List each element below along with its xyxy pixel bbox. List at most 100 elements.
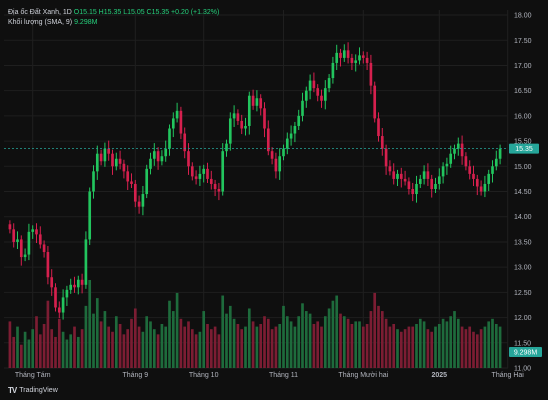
candle-body bbox=[80, 279, 84, 285]
candle-body bbox=[293, 125, 297, 134]
candle-body bbox=[209, 178, 213, 184]
volume-bar bbox=[168, 300, 171, 368]
volume-bar bbox=[84, 305, 88, 368]
volume-bar bbox=[403, 329, 407, 368]
volume-bar bbox=[464, 329, 468, 368]
candle-body bbox=[160, 156, 164, 162]
volume-bar bbox=[103, 311, 107, 368]
volume-value: 9.298M bbox=[74, 19, 98, 26]
volume-bar bbox=[430, 331, 434, 368]
candle-body bbox=[339, 52, 342, 58]
candle-body bbox=[327, 78, 331, 89]
tradingview-name: TradingView bbox=[19, 387, 58, 394]
candle-body bbox=[65, 289, 69, 298]
date-tick-label: 2025 bbox=[432, 372, 448, 379]
candle-body bbox=[434, 183, 437, 189]
volume-bar bbox=[483, 326, 487, 368]
candle-body bbox=[111, 153, 114, 167]
candle-body bbox=[456, 143, 460, 149]
candle-body bbox=[289, 133, 293, 139]
volume-bar bbox=[472, 331, 475, 368]
date-tick-label: Tháng 10 bbox=[189, 372, 219, 379]
candle-body bbox=[350, 57, 354, 63]
volume-bar bbox=[259, 324, 263, 368]
candle-body bbox=[23, 254, 27, 258]
candle-body bbox=[255, 98, 259, 106]
candle-body bbox=[418, 178, 422, 184]
candle-body bbox=[130, 181, 133, 184]
candle-body bbox=[323, 88, 327, 101]
candle-body bbox=[95, 153, 99, 172]
volume-bar bbox=[377, 305, 380, 368]
date-tick-label: Tháng 11 bbox=[269, 372, 298, 379]
volume-bar bbox=[278, 324, 282, 368]
volume-bar bbox=[350, 324, 354, 368]
price-tick-label: 14.00 bbox=[514, 214, 532, 221]
last-volume-badge bbox=[509, 347, 542, 357]
price-tick-label: 17.00 bbox=[514, 63, 532, 70]
volume-bar bbox=[445, 321, 449, 368]
candle-body bbox=[460, 143, 464, 157]
volume-bar bbox=[255, 326, 259, 368]
volume-bar bbox=[418, 318, 422, 368]
volume-bar bbox=[453, 311, 456, 368]
candle-body bbox=[8, 224, 12, 230]
volume-bar bbox=[209, 329, 213, 368]
candle-body bbox=[194, 176, 198, 179]
candle-body bbox=[399, 173, 403, 179]
candle-body bbox=[449, 153, 453, 164]
volume-bar bbox=[236, 324, 240, 368]
candle-body bbox=[331, 62, 335, 79]
candle-body bbox=[354, 60, 358, 63]
candle-body bbox=[464, 156, 468, 167]
candle-body bbox=[244, 125, 247, 129]
tradingview-brand[interactable]: TV TradingView bbox=[8, 386, 58, 395]
candle-body bbox=[236, 113, 240, 121]
volume-bar bbox=[346, 318, 350, 368]
volume-bar bbox=[468, 326, 472, 368]
candle-body bbox=[145, 168, 149, 195]
volume-bar bbox=[80, 329, 84, 368]
candle-body bbox=[479, 186, 483, 192]
price-tick-label: 18.00 bbox=[514, 13, 532, 20]
candle-body bbox=[301, 100, 304, 116]
volume-bar bbox=[42, 324, 46, 368]
date-tick-label: Tháng Mười hai bbox=[338, 372, 388, 379]
candle-body bbox=[118, 158, 122, 164]
candle-body bbox=[164, 148, 168, 157]
volume-bar bbox=[460, 326, 464, 368]
candle-body bbox=[361, 55, 365, 58]
candle-body bbox=[308, 80, 312, 91]
volume-bar bbox=[228, 305, 232, 368]
candle-body bbox=[278, 156, 282, 172]
candle-body bbox=[247, 95, 251, 126]
volume-bar bbox=[304, 311, 308, 368]
volume-bar bbox=[95, 298, 99, 368]
volume-bar bbox=[498, 326, 502, 368]
candle-body bbox=[285, 138, 289, 149]
candle-body bbox=[221, 151, 225, 192]
volume-bar bbox=[76, 336, 80, 368]
volume-bar bbox=[354, 321, 358, 368]
candle-body bbox=[388, 166, 392, 172]
candle-body bbox=[126, 171, 130, 182]
candle-body bbox=[187, 151, 190, 167]
volume-bar bbox=[221, 295, 225, 368]
candle-body bbox=[141, 194, 145, 207]
price-tick-label: 17.50 bbox=[514, 38, 532, 45]
volume-bar bbox=[156, 334, 160, 368]
price-tick-label: 15.50 bbox=[514, 139, 532, 146]
candle-body bbox=[46, 252, 50, 278]
candle-body bbox=[380, 136, 384, 149]
volume-bar bbox=[240, 329, 244, 368]
candle-body bbox=[445, 163, 449, 167]
volume-bar bbox=[69, 334, 73, 368]
candle-body bbox=[251, 95, 255, 106]
volume-bar bbox=[183, 326, 187, 368]
volume-bar bbox=[206, 324, 209, 368]
ohlc-values: O15.15 H15.35 L15.05 C15.35 +0.20 (+1.32… bbox=[73, 9, 220, 16]
volume-bar bbox=[339, 313, 342, 368]
candle-body bbox=[430, 178, 434, 189]
volume-bar bbox=[133, 308, 137, 368]
